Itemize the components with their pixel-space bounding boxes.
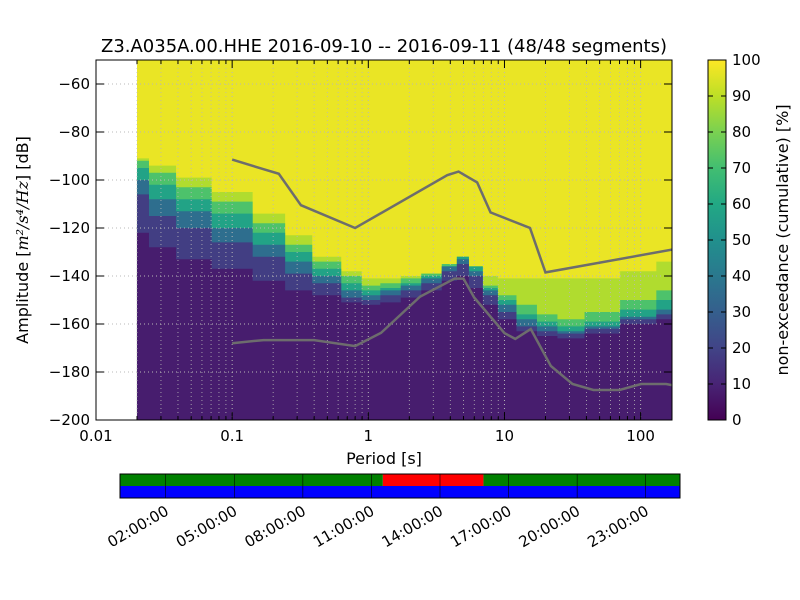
colorbar-tick-label: 40	[732, 267, 751, 285]
timeline-tick-label: 23:00:00	[584, 502, 651, 551]
timeline-tick-label: 02:00:00	[104, 502, 171, 551]
timeline-tick-label: 08:00:00	[242, 502, 309, 551]
colorbar-tick-label: 80	[732, 123, 751, 141]
y-tick-label: −140	[49, 267, 90, 285]
y-axis-ticks: −60 −80 −100 −120 −140 −160 −180 −200	[49, 75, 672, 429]
colorbar-tick-label: 10	[732, 375, 751, 393]
colorbar-tick-label: 50	[732, 231, 751, 249]
y-axis-label-prefix: Amplitude [	[13, 251, 32, 344]
x-tick-label: 10	[495, 427, 514, 445]
availability-bars	[120, 474, 680, 498]
colorbar-tick-label: 30	[732, 303, 751, 321]
timeline-tick-label: 17:00:00	[447, 502, 514, 551]
high-noise-model-line	[231, 158, 672, 274]
availability-row-blue	[120, 486, 680, 498]
colorbar-tick-label: 70	[732, 159, 751, 177]
colorbar-label: non-exceedance (cumulative) [%]	[773, 104, 792, 375]
y-tick-label: −100	[49, 171, 90, 189]
y-tick-label: −60	[58, 75, 90, 93]
x-tick-label: 0.1	[220, 427, 244, 445]
chart-title: Z3.A035A.00.HHE 2016-09-10 -- 2016-09-11…	[101, 36, 667, 57]
colorbar-tick-label: 0	[732, 411, 742, 429]
y-tick-label: −160	[49, 315, 90, 333]
colorbar-tick-label: 100	[732, 51, 761, 69]
x-tick-label: 100	[626, 427, 655, 445]
colorbar: 0 10 20 30 40 50 60 70 80 90 100 non-exceedance (c…	[707, 51, 792, 429]
timeline-tick-label: 05:00:00	[173, 502, 240, 551]
availability-segment-red	[382, 474, 484, 486]
y-tick-label: −80	[58, 123, 90, 141]
availability-segment-green	[483, 474, 680, 486]
y-axis-label: Amplitude [m²/s⁴/Hz] [dB]	[13, 136, 32, 344]
y-tick-label: −200	[49, 411, 90, 429]
timeline-tick-label: 20:00:00	[516, 502, 583, 551]
colorbar-tick-label: 20	[732, 339, 751, 357]
y-axis-label-units: m²/s⁴/Hz	[13, 181, 32, 251]
probability-density-layers	[136, 60, 672, 420]
noise-model-curves	[231, 158, 672, 392]
x-axis-label: Period [s]	[346, 449, 422, 468]
colorbar-tick-label: 90	[732, 87, 751, 105]
data-availability-timeline: 02:00:00 05:00:00 08:00:00 11:00:00 14:00:00…	[104, 473, 681, 551]
y-axis-label-suffix: ] [dB]	[13, 136, 32, 181]
grid-lines	[96, 60, 672, 420]
availability-segment-green	[120, 474, 383, 486]
y-tick-label: −180	[49, 363, 90, 381]
timeline-tick-label: 14:00:00	[379, 502, 446, 551]
plot-frame	[95, 59, 673, 421]
colorbar-tick-label: 60	[732, 195, 751, 213]
x-tick-label: 0.01	[79, 427, 112, 445]
timeline-tick-label: 11:00:00	[310, 502, 377, 551]
low-noise-model-line	[232, 277, 672, 392]
y-tick-label: −120	[49, 219, 90, 237]
band-10	[136, 232, 672, 420]
colorbar-ticks: 0 10 20 30 40 50 60 70 80 90 100	[708, 51, 761, 429]
x-axis-ticks: 0.01 0.1 1 10 100	[79, 60, 655, 445]
timeline-frame	[119, 473, 681, 499]
psd-axes: 0.01 0.1 1 10 100 −60 −80 −100 −120 −140 −160 −180…	[49, 59, 673, 445]
x-tick-label: 1	[364, 427, 374, 445]
